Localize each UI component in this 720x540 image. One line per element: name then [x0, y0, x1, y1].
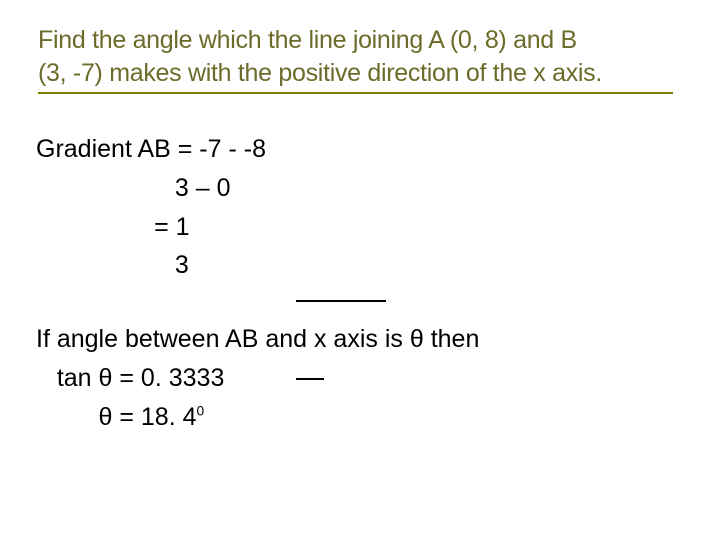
angle-row-2: tan θ = 0. 3333 — [36, 359, 676, 398]
title-line-1: Find the angle which the line joining A … — [38, 24, 678, 57]
title-line-2: (3, -7) makes with the positive directio… — [38, 57, 678, 90]
degree-exponent: 0 — [197, 403, 205, 418]
gradient-row-4: 3 — [36, 246, 676, 285]
slide-title: Find the angle which the line joining A … — [38, 24, 678, 89]
angle-result-prefix: θ = 18. 4 — [36, 403, 197, 431]
fraction-bar-1 — [296, 300, 386, 302]
angle-working: If angle between AB and x axis is θ then… — [36, 320, 676, 436]
angle-row-3: θ = 18. 40 — [36, 398, 676, 437]
angle-row-1: If angle between AB and x axis is θ then — [36, 320, 676, 359]
gradient-row-1: Gradient AB = -7 - -8 — [36, 130, 676, 169]
gradient-working: Gradient AB = -7 - -8 3 – 0 = 1 3 — [36, 130, 676, 285]
title-underline — [38, 92, 673, 94]
gradient-row-2: 3 – 0 — [36, 169, 676, 208]
gradient-row-3: = 1 — [36, 208, 676, 247]
